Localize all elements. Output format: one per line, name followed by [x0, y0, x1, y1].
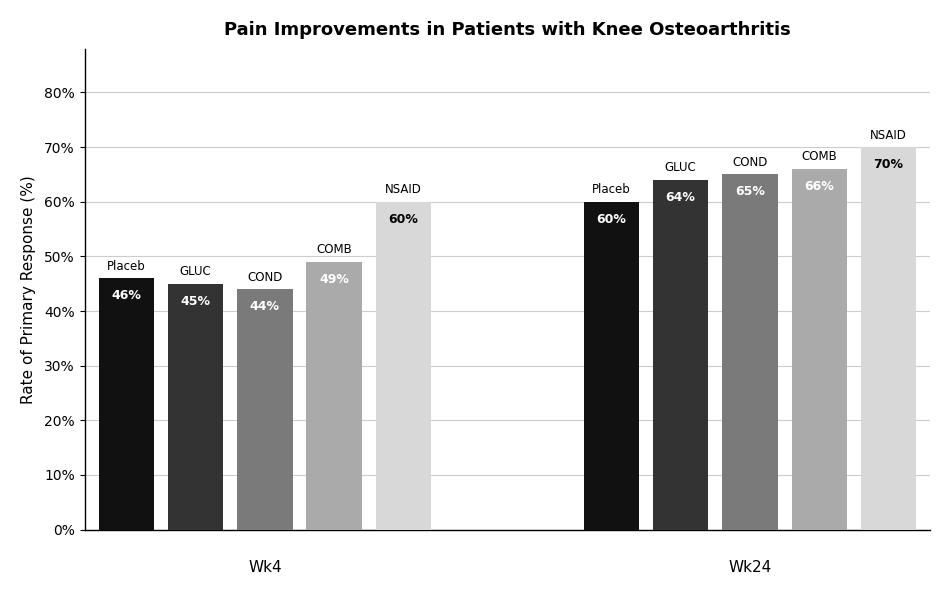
Text: COMB: COMB	[802, 150, 837, 163]
Text: 70%: 70%	[874, 158, 903, 171]
Text: 45%: 45%	[181, 295, 210, 308]
Text: NSAID: NSAID	[385, 184, 422, 196]
Text: GLUC: GLUC	[180, 266, 211, 278]
Bar	[791, 169, 847, 530]
Text: COND: COND	[732, 156, 767, 169]
Text: NSAID: NSAID	[870, 129, 907, 141]
Text: Wk24: Wk24	[728, 560, 771, 574]
Text: Placeb: Placeb	[592, 184, 631, 196]
Text: Placeb: Placeb	[107, 260, 146, 273]
Text: GLUC: GLUC	[665, 162, 696, 175]
Text: 66%: 66%	[805, 180, 834, 193]
Text: 46%: 46%	[111, 289, 141, 302]
Text: COND: COND	[247, 271, 282, 284]
Bar	[167, 284, 223, 530]
Text: 64%: 64%	[666, 191, 695, 204]
Text: 65%: 65%	[735, 185, 765, 198]
Bar	[99, 278, 154, 530]
Y-axis label: Rate of Primary Response (%): Rate of Primary Response (%)	[21, 175, 36, 403]
Title: Pain Improvements in Patients with Knee Osteoarthritis: Pain Improvements in Patients with Knee …	[224, 21, 791, 39]
Text: 60%: 60%	[596, 213, 627, 226]
Bar	[722, 175, 778, 530]
Text: Wk4: Wk4	[248, 560, 281, 574]
Bar	[653, 180, 708, 530]
Bar	[584, 202, 639, 530]
Text: 49%: 49%	[320, 273, 349, 286]
Bar	[861, 147, 917, 530]
Text: 60%: 60%	[389, 213, 418, 226]
Text: 44%: 44%	[250, 300, 280, 313]
Bar	[237, 289, 293, 530]
Bar	[376, 202, 431, 530]
Text: COMB: COMB	[317, 244, 352, 257]
Bar	[306, 262, 362, 530]
